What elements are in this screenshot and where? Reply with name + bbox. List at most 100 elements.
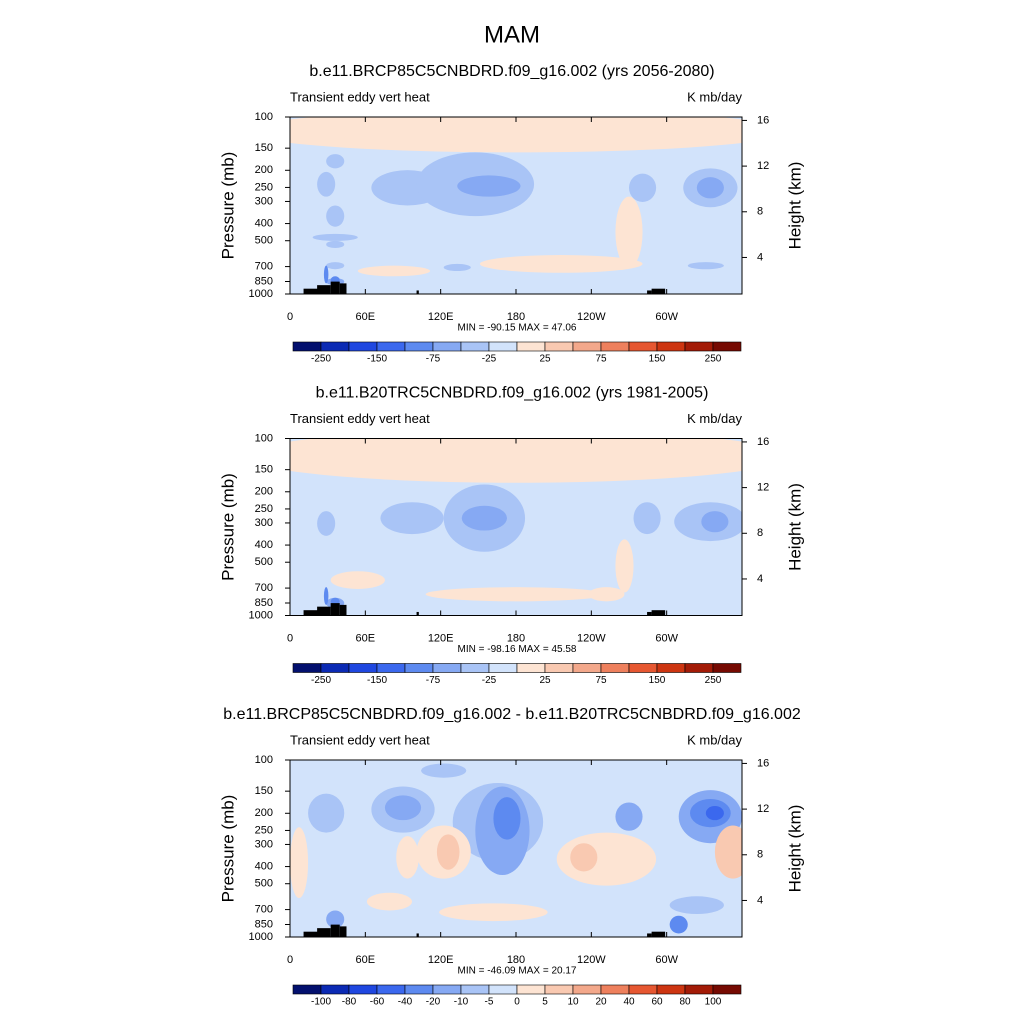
contour-region	[317, 511, 336, 536]
contour-region	[701, 511, 729, 533]
contour-region	[326, 240, 345, 248]
contour-region	[705, 806, 724, 821]
colorbar-box	[292, 341, 322, 352]
colorbar-box	[320, 663, 350, 673]
topography	[416, 611, 419, 616]
contour-region	[326, 262, 345, 270]
contour-region	[615, 802, 643, 831]
topography	[317, 285, 331, 294]
y-tick-label: 500	[255, 556, 273, 568]
y2-tick-label: 4	[757, 251, 763, 263]
contour-region	[443, 263, 471, 271]
y2-axis-label: Height (km)	[785, 805, 804, 893]
contour-region	[615, 196, 643, 268]
y-tick-label: 200	[255, 164, 273, 176]
y2-tick-label: 8	[757, 206, 763, 218]
y-tick-label: 400	[255, 860, 273, 872]
colorbar-label: -80	[342, 997, 357, 1008]
x-tick-label: 60E	[356, 632, 376, 644]
colorbar-label: 75	[595, 675, 607, 686]
contour-region	[633, 502, 661, 535]
y2-axis-label: Height (km)	[785, 483, 804, 571]
right-label: K mb/day	[687, 89, 742, 104]
panel: b.e11.BRCP85C5CNBDRD.f09_g16.002 (yrs 20…	[218, 63, 804, 364]
colorbar-box	[432, 663, 462, 673]
left-label: Transient eddy vert heat	[290, 732, 430, 747]
contour-region	[629, 173, 657, 202]
colorbar-box	[404, 663, 434, 673]
contour-region	[570, 843, 598, 872]
colorbar-label: 25	[539, 675, 551, 686]
y-tick-label: 700	[255, 260, 273, 272]
contour-region	[669, 896, 724, 914]
panel: b.e11.B20TRC5CNBDRD.f09_g16.002 (yrs 198…	[218, 385, 804, 686]
y-tick-label: 100	[255, 111, 273, 123]
colorbar-box	[572, 663, 602, 673]
colorbar-box	[488, 984, 518, 995]
colorbar-label: -75	[426, 675, 441, 686]
colorbar-label: 5	[542, 997, 548, 1008]
colorbar-box	[628, 341, 658, 352]
colorbar-box	[712, 341, 742, 352]
right-label: K mb/day	[687, 732, 742, 747]
colorbar-box	[292, 984, 322, 995]
y-tick-label: 250	[255, 181, 273, 193]
contour-region	[436, 834, 460, 870]
y-tick-label: 850	[255, 275, 273, 287]
contour-region	[357, 265, 431, 277]
y-tick-label: 150	[255, 142, 273, 154]
contour-region	[457, 175, 521, 197]
colorbar-box	[460, 341, 490, 352]
contour-region	[421, 763, 467, 778]
colorbar-box	[320, 341, 350, 352]
y-tick-label: 700	[255, 903, 273, 915]
colorbar-label: 10	[567, 997, 579, 1008]
y-tick-label: 100	[255, 432, 273, 444]
colorbar-box	[656, 341, 686, 352]
topography	[416, 933, 419, 937]
y-tick-label: 250	[255, 824, 273, 836]
panel-title: b.e11.B20TRC5CNBDRD.f09_g16.002 (yrs 198…	[316, 385, 709, 402]
panel-title: b.e11.BRCP85C5CNBDRD.f09_g16.002 - b.e11…	[223, 706, 801, 723]
y2-tick-label: 12	[757, 482, 769, 494]
y-tick-label: 300	[255, 195, 273, 207]
colorbar-box	[628, 984, 658, 995]
colorbar-label: 250	[705, 675, 722, 686]
x-tick-label: 180	[507, 954, 525, 966]
x-tick-label: 120W	[577, 954, 606, 966]
y2-tick-label: 16	[757, 757, 769, 769]
colorbar-label: 0	[514, 997, 520, 1008]
contour-region	[312, 233, 358, 241]
colorbar-label: -150	[367, 354, 387, 365]
contour-region	[687, 262, 724, 270]
stats: MIN = -46.09 MAX = 20.17	[458, 966, 577, 977]
stats: MIN = -90.15 MAX = 47.06	[458, 323, 577, 334]
colorbar-label: 40	[623, 997, 635, 1008]
contour-region	[493, 797, 521, 840]
colorbar-box	[600, 984, 630, 995]
right-label: K mb/day	[687, 411, 742, 426]
colorbar-box	[404, 341, 434, 352]
x-tick-label: 120W	[577, 311, 606, 323]
left-label: Transient eddy vert heat	[290, 411, 430, 426]
x-tick-label: 180	[507, 632, 525, 644]
contour-region	[326, 910, 345, 929]
y-tick-label: 500	[255, 878, 273, 890]
y2-tick-label: 16	[757, 114, 769, 126]
colorbar-box	[460, 663, 490, 673]
contour-region	[330, 571, 385, 589]
colorbar-label: -250	[311, 675, 331, 686]
y2-tick-label: 16	[757, 436, 769, 448]
contour-region	[326, 205, 345, 227]
colorbar-box	[684, 341, 714, 352]
y-tick-label: 250	[255, 503, 273, 515]
contour-region	[308, 793, 345, 833]
colorbar-box	[432, 984, 462, 995]
colorbar-box	[600, 663, 630, 673]
colorbar-box	[432, 341, 462, 352]
colorbar-label: 60	[651, 997, 663, 1008]
contour-region	[323, 265, 329, 284]
x-tick-label: 120E	[428, 632, 454, 644]
colorbar-box	[712, 663, 742, 673]
colorbar-box	[684, 663, 714, 673]
